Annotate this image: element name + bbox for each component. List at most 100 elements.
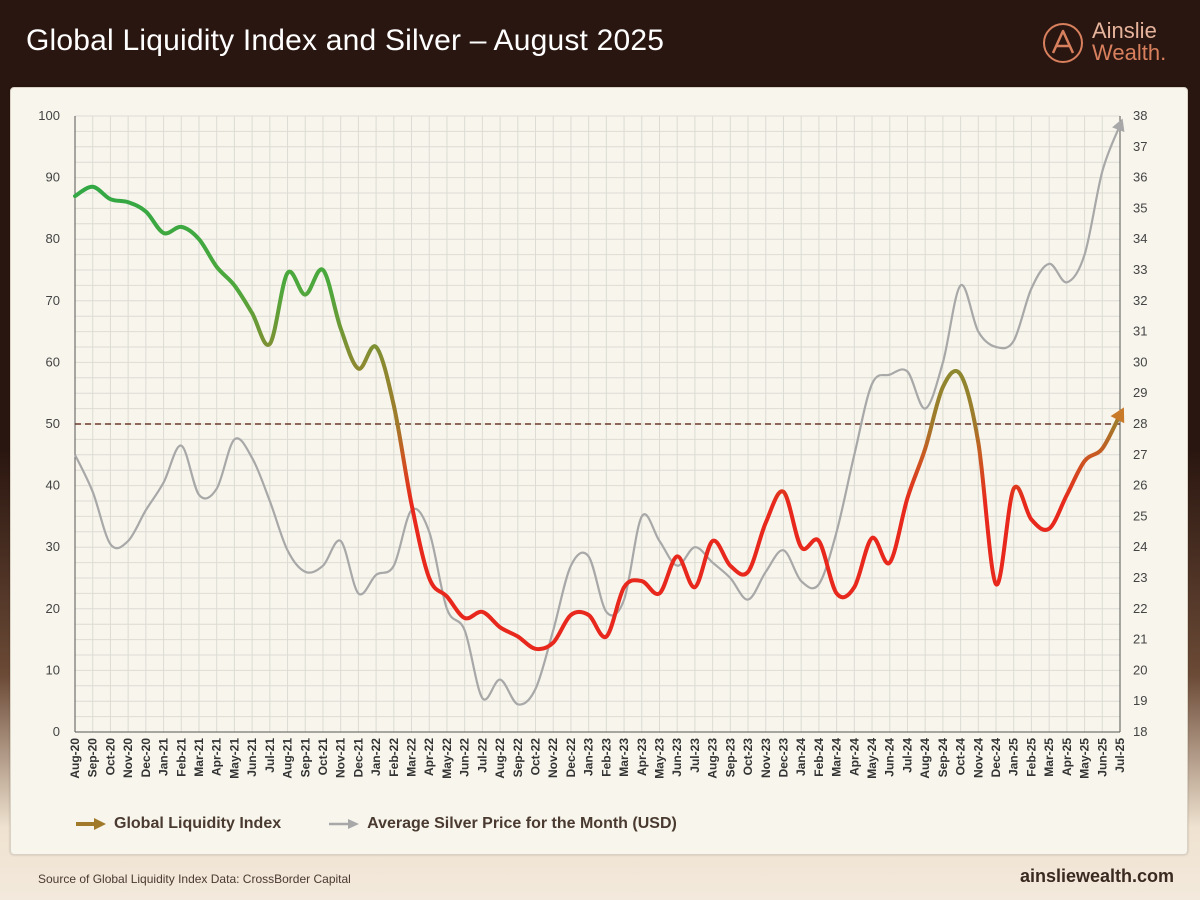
left-axis-tick-label: 20 bbox=[46, 601, 60, 616]
x-axis-tick-label: Mar-22 bbox=[405, 738, 419, 777]
x-axis-tick-label: Feb-23 bbox=[599, 738, 613, 777]
right-axis-tick-label: 22 bbox=[1133, 601, 1147, 616]
right-axis-tick-label: 27 bbox=[1133, 447, 1147, 462]
right-axis-tick-label: 29 bbox=[1133, 385, 1147, 400]
x-axis-tick-label: Sep-23 bbox=[723, 738, 737, 778]
x-axis-tick-label: Apr-22 bbox=[422, 738, 436, 776]
x-axis-tick-label: Sep-24 bbox=[936, 738, 950, 778]
x-axis-tick-label: Nov-24 bbox=[971, 738, 985, 778]
x-axis-tick-label: May-21 bbox=[227, 738, 241, 779]
gli-legend-arrow-icon bbox=[76, 818, 106, 830]
right-axis-tick-label: 35 bbox=[1133, 200, 1147, 215]
left-axis-tick-label: 10 bbox=[46, 662, 60, 677]
gli-line bbox=[73, 184, 1122, 652]
x-axis-tick-label: Apr-21 bbox=[210, 738, 224, 776]
x-axis-tick-label: Jun-22 bbox=[458, 738, 472, 777]
x-axis-tick-label: Oct-24 bbox=[954, 738, 968, 776]
silver-series bbox=[74, 118, 1125, 706]
right-axis-tick-label: 36 bbox=[1133, 170, 1147, 185]
legend-item-gli[interactable]: Global Liquidity Index bbox=[76, 815, 281, 833]
x-axis-tick-label: Jul-22 bbox=[475, 738, 489, 773]
website-link[interactable]: ainsliewealth.com bbox=[1019, 866, 1174, 886]
x-axis-tick-label: Oct-22 bbox=[529, 738, 543, 776]
x-axis-tick-label: May-25 bbox=[1078, 738, 1092, 779]
x-axis-tick-label: Jan-21 bbox=[157, 738, 171, 776]
ainslie-a-logo-icon bbox=[1043, 23, 1083, 63]
x-axis-tick-label: Nov-23 bbox=[759, 738, 773, 778]
legend-item-silver[interactable]: Average Silver Price for the Month (USD) bbox=[329, 815, 677, 833]
x-axis-tick-label: Mar-24 bbox=[830, 738, 844, 777]
right-axis-tick-label: 20 bbox=[1133, 662, 1147, 677]
right-axis-tick-label: 21 bbox=[1133, 632, 1147, 647]
right-axis-tick-label: 34 bbox=[1133, 231, 1147, 246]
left-axis-tick-label: 0 bbox=[53, 724, 60, 739]
right-axis-tick-label: 30 bbox=[1133, 354, 1147, 369]
x-axis-tick-label: Dec-21 bbox=[351, 738, 365, 778]
x-axis-tick-label: May-23 bbox=[652, 738, 666, 779]
left-axis-tick-label: 100 bbox=[38, 108, 60, 123]
chart-legend: Global Liquidity Index Average Silver Pr… bbox=[76, 812, 725, 836]
x-axis-tick-label: Dec-23 bbox=[776, 738, 790, 778]
left-axis-tick-label: 70 bbox=[46, 293, 60, 308]
left-axis-tick-label: 80 bbox=[46, 231, 60, 246]
x-axis-tick-label: Mar-21 bbox=[192, 738, 206, 777]
gli-series bbox=[73, 184, 1125, 652]
gli-arrowhead bbox=[1110, 407, 1125, 424]
x-axis-tick-label: Nov-21 bbox=[334, 738, 348, 778]
left-axis-tick-label: 30 bbox=[46, 539, 60, 554]
logo-wordmark: Ainslie Wealth. bbox=[1092, 20, 1166, 64]
x-axis-tick-label: May-24 bbox=[865, 738, 879, 779]
x-axis-tick-label: Jun-25 bbox=[1095, 738, 1109, 777]
x-axis-tick-label: Nov-20 bbox=[121, 738, 135, 778]
x-axis-tick-label: Jun-24 bbox=[883, 738, 897, 777]
x-axis-tick-label: Apr-25 bbox=[1060, 738, 1074, 776]
right-axis-tick-label: 19 bbox=[1133, 693, 1147, 708]
silver-arrowhead bbox=[1112, 118, 1125, 133]
x-axis-tick-label: Sep-21 bbox=[298, 738, 312, 778]
x-axis-tick-label: Feb-25 bbox=[1024, 738, 1038, 777]
x-axis-tick-label: Dec-20 bbox=[139, 738, 153, 778]
right-axis-tick-labels: 18 19 20 21 22 23 24 25 26 27 28 29 30 31 32 33 34 35 36 37… bbox=[1133, 108, 1147, 739]
x-axis-tick-label: Dec-22 bbox=[564, 738, 578, 778]
x-axis-tick-label: Oct-23 bbox=[741, 738, 755, 776]
right-axis-tick-label: 37 bbox=[1133, 139, 1147, 154]
chart-panel bbox=[10, 87, 1188, 855]
x-axis-tick-label: Oct-21 bbox=[316, 738, 330, 776]
left-axis-tick-label: 60 bbox=[46, 354, 60, 369]
right-axis-tick-label: 23 bbox=[1133, 570, 1147, 585]
x-axis-tick-label: Jul-21 bbox=[263, 738, 277, 773]
right-axis-tick-label: 24 bbox=[1133, 539, 1147, 554]
left-axis-tick-label: 50 bbox=[46, 416, 60, 431]
silver-legend-arrow-icon bbox=[329, 819, 360, 829]
x-axis-tick-label: Jan-23 bbox=[582, 738, 596, 776]
legend-label-silver: Average Silver Price for the Month (USD) bbox=[367, 815, 677, 832]
right-axis-tick-label: 26 bbox=[1133, 478, 1147, 493]
x-axis-tick-label: Aug-22 bbox=[493, 738, 507, 779]
x-axis-tick-label: Feb-24 bbox=[812, 738, 826, 777]
right-axis-tick-label: 25 bbox=[1133, 508, 1147, 523]
x-axis-tick-label: Jul-25 bbox=[1113, 738, 1127, 773]
x-axis-tick-label: Dec-24 bbox=[989, 738, 1003, 778]
x-axis-tick-label: Aug-21 bbox=[281, 738, 295, 779]
logo-line2: Wealth. bbox=[1092, 40, 1167, 65]
left-axis-tick-label: 90 bbox=[46, 170, 60, 185]
x-axis-tick-label: Aug-20 bbox=[68, 738, 82, 779]
page-title: Global Liquidity Index and Silver – Augu… bbox=[26, 24, 665, 57]
x-axis-tick-label: Jan-24 bbox=[794, 738, 808, 776]
x-axis-tick-label: Feb-22 bbox=[387, 738, 401, 777]
x-axis-tick-label: Apr-24 bbox=[847, 738, 861, 776]
x-axis-tick-label: Feb-21 bbox=[174, 738, 188, 777]
header-bar: Global Liquidity Index and Silver – Augu… bbox=[0, 0, 1200, 88]
right-axis-tick-label: 33 bbox=[1133, 262, 1147, 277]
right-axis-tick-label: 31 bbox=[1133, 324, 1147, 339]
brand-logo[interactable]: Ainslie Wealth. bbox=[1040, 18, 1180, 70]
source-note: Source of Global Liquidity Index Data: C… bbox=[38, 872, 351, 886]
x-axis-tick-label: Jul-24 bbox=[900, 738, 914, 773]
right-axis-tick-label: 18 bbox=[1133, 724, 1147, 739]
x-axis-tick-label: Jan-25 bbox=[1007, 738, 1021, 776]
x-axis-tick-label: Jun-23 bbox=[670, 738, 684, 777]
right-axis-tick-label: 38 bbox=[1133, 108, 1147, 123]
x-axis-tick-label: May-22 bbox=[440, 738, 454, 779]
x-axis-tick-label: Apr-23 bbox=[635, 738, 649, 776]
